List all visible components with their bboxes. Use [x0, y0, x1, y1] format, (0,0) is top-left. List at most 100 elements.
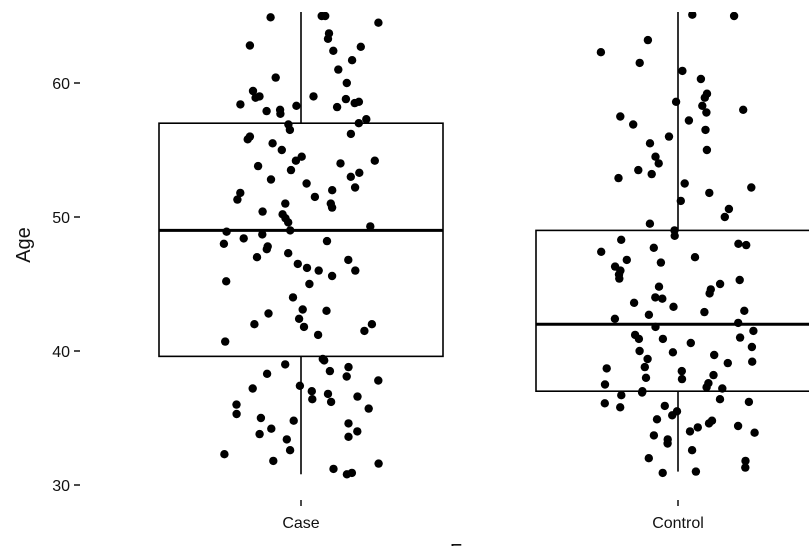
point-case: [354, 119, 363, 128]
y-tick-label: 30: [52, 478, 70, 495]
point-control: [651, 322, 660, 332]
point-case: [298, 305, 307, 314]
point-case: [268, 139, 277, 148]
axes: 30 40 50 60 Case Control: [52, 76, 704, 532]
point-case: [364, 404, 373, 413]
point-case: [341, 94, 351, 104]
point-case: [251, 93, 260, 102]
point-control: [658, 294, 667, 303]
point-case: [344, 419, 353, 428]
point-control: [629, 120, 638, 129]
point-control: [698, 101, 707, 111]
point-case: [362, 115, 371, 124]
point-case: [374, 459, 383, 468]
point-control: [663, 439, 672, 448]
point-case: [326, 397, 336, 407]
point-control: [690, 253, 700, 262]
point-control: [656, 258, 666, 267]
point-case: [344, 362, 353, 372]
point-control: [741, 463, 750, 472]
point-control: [676, 196, 685, 206]
point-control: [718, 384, 727, 393]
point-case: [351, 266, 360, 275]
point-control: [710, 350, 719, 360]
point-control: [688, 12, 697, 19]
point-case: [248, 86, 258, 96]
point-case: [353, 392, 362, 401]
point-control: [664, 132, 674, 141]
point-case: [220, 450, 229, 459]
point-case: [262, 369, 272, 378]
point-case: [285, 446, 295, 455]
point-control: [649, 431, 659, 440]
point-control: [723, 358, 732, 368]
y-tick-label: 40: [52, 344, 70, 361]
point-case: [336, 159, 345, 168]
point-control: [734, 239, 743, 248]
point-control: [645, 219, 655, 228]
point-case: [266, 175, 276, 184]
point-case: [252, 253, 262, 262]
point-case: [281, 199, 290, 208]
point-case: [269, 456, 278, 466]
point-control: [640, 362, 649, 372]
point-control: [670, 231, 679, 240]
point-case: [292, 101, 301, 111]
point-case: [232, 409, 241, 419]
point-control: [741, 456, 750, 466]
point-case: [360, 326, 369, 336]
point-case: [342, 470, 352, 479]
point-case: [350, 98, 359, 108]
point-control: [715, 395, 725, 404]
point-case: [222, 227, 231, 236]
point-control: [734, 318, 743, 328]
point-control: [634, 165, 643, 175]
point-case: [258, 230, 267, 239]
point-case: [309, 92, 318, 101]
point-case: [253, 161, 263, 171]
point-case: [293, 259, 302, 269]
point-control: [668, 411, 677, 420]
point-control: [669, 302, 678, 311]
x-tick-label-case: Case: [282, 515, 319, 532]
point-control: [702, 145, 712, 155]
point-case: [286, 165, 296, 175]
point-case: [221, 337, 230, 346]
point-case: [232, 400, 241, 409]
point-case: [264, 309, 273, 318]
point-control: [729, 12, 739, 21]
point-case: [295, 381, 305, 390]
point-control: [651, 152, 660, 161]
point-case: [299, 322, 309, 332]
point-control: [680, 179, 689, 188]
point-case: [236, 188, 245, 198]
point-case: [243, 135, 252, 144]
point-case: [323, 34, 333, 43]
point-control: [637, 388, 647, 397]
point-control: [658, 334, 668, 344]
point-case: [367, 320, 377, 329]
point-control: [617, 391, 626, 400]
point-control: [739, 105, 748, 115]
point-case: [282, 435, 291, 444]
point-case: [329, 464, 338, 474]
point-control: [600, 399, 609, 408]
point-control: [641, 373, 651, 382]
point-control: [720, 212, 729, 222]
point-control: [687, 446, 697, 455]
point-case: [219, 239, 229, 248]
point-case: [262, 245, 271, 254]
box-case: [158, 122, 444, 358]
point-case: [267, 424, 276, 433]
point-control: [684, 116, 694, 125]
point-case: [286, 226, 295, 235]
point-control: [733, 421, 743, 431]
point-case: [356, 42, 365, 51]
point-case: [245, 41, 255, 50]
x-tick-label-control: Control: [652, 515, 704, 532]
y-axis-title: Age: [13, 227, 35, 263]
point-control: [693, 423, 702, 432]
point-control: [654, 282, 664, 291]
point-control: [614, 173, 623, 183]
point-control: [597, 247, 606, 256]
